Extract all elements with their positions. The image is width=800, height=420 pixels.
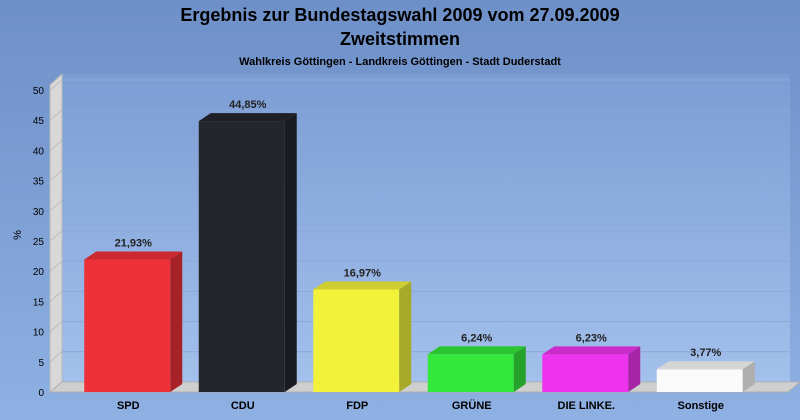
grid-line-side: [49, 79, 63, 91]
y-tick-label: 30: [33, 207, 45, 218]
bar-side: [628, 346, 641, 392]
y-tick-label: 5: [38, 358, 44, 369]
bars: 21,93% 44,85% 16,97% 6,24% 6,23% 3,77%: [84, 99, 755, 392]
bar-fdp: 16,97%: [313, 268, 412, 392]
bar-value-label: 44,85%: [229, 99, 267, 111]
bar-side: [399, 281, 412, 392]
y-tick-label: 25: [33, 237, 45, 248]
bar-front: [656, 369, 743, 392]
y-tick-label: 15: [33, 297, 45, 308]
bar-side: [170, 251, 183, 392]
grid-line-side: [49, 260, 63, 272]
bar-side: [284, 113, 297, 392]
x-tick-label: Sonstige: [678, 400, 724, 412]
y-axis-ticks: 0 5 10 15 20 25 30 35 40 45 50: [33, 86, 45, 399]
bar-sonstige: 3,77%: [656, 347, 755, 392]
x-tick-label: CDU: [231, 400, 255, 412]
x-tick-label: GRÜNE: [452, 399, 492, 412]
bar-top: [313, 281, 412, 290]
y-tick-label: 40: [33, 146, 45, 157]
bar-top: [198, 113, 297, 122]
bar-spd: 21,93%: [84, 238, 183, 392]
bar-front: [427, 354, 514, 392]
bar-value-label: 21,93%: [115, 238, 153, 250]
bar-top: [656, 361, 755, 370]
y-tick-label: 50: [33, 86, 45, 97]
bar-value-label: 6,24%: [461, 332, 492, 344]
chart-title: Ergebnis zur Bundestagswahl 2009 vom 27.…: [180, 5, 619, 25]
bar-front: [198, 121, 285, 392]
y-tick-label: 10: [33, 328, 45, 339]
bar-front: [84, 259, 171, 392]
grid-line-side: [49, 351, 63, 363]
chart-subtitle: Wahlkreis Göttingen - Landkreis Göttinge…: [239, 56, 561, 68]
bar-top: [427, 346, 526, 355]
bar-side: [513, 346, 526, 392]
bar-value-label: 3,77%: [690, 347, 721, 359]
y-tick-label: 45: [33, 116, 45, 127]
bar-cdu: 44,85%: [198, 99, 297, 392]
x-tick-label: SPD: [117, 400, 140, 412]
x-tick-label: FDP: [346, 400, 368, 412]
grid-line-side: [49, 109, 63, 121]
grid-line-side: [49, 291, 63, 302]
bar-front: [313, 289, 400, 392]
y-tick-label: 35: [33, 177, 45, 188]
grid-line-side: [49, 230, 63, 242]
grid-line-side: [49, 321, 63, 332]
bar-die-linke: 6,23%: [542, 332, 641, 392]
bar-value-label: 6,23%: [576, 332, 607, 344]
y-axis-label: %: [12, 230, 24, 240]
y-tick-label: 20: [33, 267, 45, 278]
bar-top: [84, 251, 183, 260]
grid-line-side: [49, 140, 63, 151]
grid-lines: [49, 79, 790, 363]
chart-title-line2: Zweitstimmen: [340, 29, 460, 49]
y-tick-label: 0: [38, 388, 44, 399]
bar-value-label: 16,97%: [344, 268, 382, 280]
bar-top: [542, 346, 641, 355]
x-tick-label: DIE LINKE.: [558, 400, 615, 412]
bar-front: [542, 354, 629, 392]
grid-line-side: [49, 170, 63, 181]
bar-side: [742, 361, 755, 392]
x-axis-labels: SPD CDU FDP GRÜNE DIE LINKE. Sonstige: [117, 399, 724, 412]
grid-line-side: [49, 200, 63, 212]
bar-gr-ne: 6,24%: [427, 332, 526, 392]
